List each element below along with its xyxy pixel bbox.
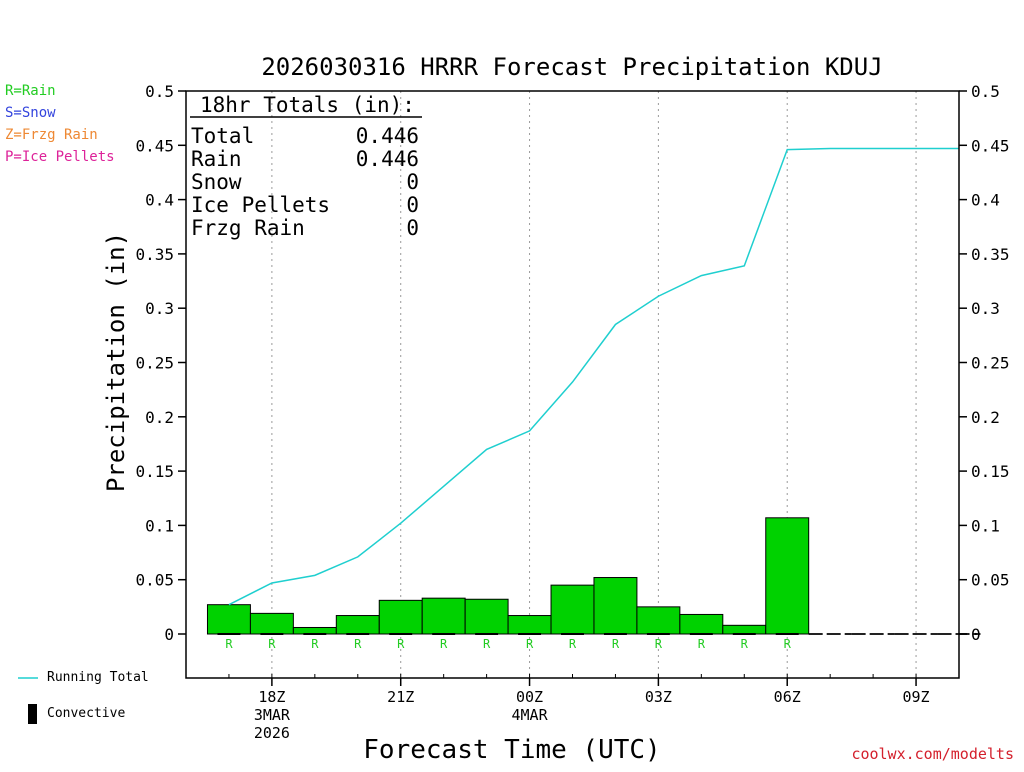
precip-type-label: R <box>526 637 534 651</box>
legend-key-snow: S=Snow <box>5 105 56 121</box>
precip-bar <box>636 606 681 635</box>
x-axis-label: Forecast Time (UTC) <box>363 735 660 765</box>
legend-key-frzg-rain: Z=Frzg Rain <box>5 127 98 143</box>
chart-title: 2026030316 HRRR Forecast Precipitation K… <box>261 53 882 81</box>
y-tick-label-right: 0 <box>971 625 981 644</box>
grid-layer <box>271 91 917 678</box>
totals-row-label: Total <box>191 124 254 148</box>
x-tick-label: 21Z <box>387 688 414 706</box>
totals-box: 18hr Totals (in): Total 0.446 Rain 0.446 Snow… <box>190 93 422 240</box>
y-tick-label-right: 0.35 <box>971 245 1010 264</box>
legend-key-rain: R=Rain <box>5 83 56 99</box>
running-total-layer <box>228 147 959 606</box>
precip-type-label: R <box>440 637 448 651</box>
y-tick-label-left: 0.45 <box>135 136 174 155</box>
y-tick-label-right: 0.2 <box>971 408 1000 427</box>
precip-type-label: R <box>311 637 319 651</box>
x-tick-label: 03Z <box>645 688 672 706</box>
totals-row-label: Frzg Rain <box>191 216 305 240</box>
y-tick-label-left: 0.4 <box>145 191 174 210</box>
legend-key-ice-pellets: P=Ice Pellets <box>5 149 115 165</box>
y-tick-label-right: 0.4 <box>971 191 1000 210</box>
y-tick-label-right: 0.25 <box>971 354 1010 373</box>
y-tick-label-right: 0.15 <box>971 462 1010 481</box>
convective-legend-swatch <box>28 704 37 724</box>
y-tick-label-right: 0.1 <box>971 516 1000 535</box>
running-total-line <box>228 147 959 606</box>
x-tick-label: 00Z <box>516 688 543 706</box>
totals-row-value: 0.446 <box>356 124 419 148</box>
precip-bar <box>507 615 552 635</box>
x-tick-label: 09Z <box>903 688 930 706</box>
x-tick-label: 06Z <box>774 688 801 706</box>
precip-bar <box>550 584 595 635</box>
precip-bar <box>206 604 251 635</box>
totals-heading: 18hr Totals (in): <box>200 93 415 117</box>
y-tick-label-right: 0.3 <box>971 299 1000 318</box>
y-tick-label-left: 0.05 <box>135 571 174 590</box>
totals-row-value: 0.446 <box>356 147 419 171</box>
precip-bar <box>722 624 767 635</box>
y-tick-label-left: 0.35 <box>135 245 174 264</box>
totals-row-value: 0 <box>406 216 419 240</box>
y-tick-label-left: 0.1 <box>145 516 174 535</box>
bottom-legend-marks <box>18 677 38 724</box>
credit-link[interactable]: coolwx.com/modelts <box>851 745 1014 763</box>
precip-type-label: R <box>354 637 362 651</box>
precip-bar <box>593 577 638 635</box>
y-tick-label-left: 0 <box>164 625 174 644</box>
precip-bar <box>765 517 810 635</box>
precip-type-label: R <box>655 637 663 651</box>
totals-row-label: Rain <box>191 147 242 171</box>
running-total-legend-label: Running Total <box>47 670 149 685</box>
y-tick-label-right: 0.45 <box>971 136 1010 155</box>
precip-bar <box>378 599 423 635</box>
y-tick-label-right: 0.05 <box>971 571 1010 590</box>
x-tick-label: 18Z <box>258 688 285 706</box>
x-tick-label: 3MAR <box>254 706 291 724</box>
y-tick-label-left: 0.15 <box>135 462 174 481</box>
y-tick-label-left: 0.2 <box>145 408 174 427</box>
totals-row-value: 0 <box>406 193 419 217</box>
precip-type-label: R <box>612 637 620 651</box>
x-tick-label: 2026 <box>254 724 290 742</box>
y-tick-label-left: 0.3 <box>145 299 174 318</box>
precip-bar <box>679 613 724 635</box>
precip-bar <box>249 612 294 635</box>
y-tick-label-right: 0.5 <box>971 82 1000 101</box>
convective-legend-label: Convective <box>47 706 126 721</box>
precip-bar <box>464 598 509 635</box>
totals-row-label: Ice Pellets <box>191 193 330 217</box>
y-axis-label: Precipitation (in) <box>102 232 130 492</box>
precip-type-label: R <box>741 637 749 651</box>
precip-type-label: R <box>698 637 706 651</box>
axes-layer: 0 00.05 0.050.1 0.10.15 0.150.2 0.20.25 0.250.… <box>135 82 1009 742</box>
y-tick-label-left: 0.5 <box>145 82 174 101</box>
y-tick-label-left: 0.25 <box>135 354 174 373</box>
precip-type-label: R <box>225 637 233 651</box>
totals-row-label: Snow <box>191 170 242 194</box>
precip-bar <box>421 597 466 635</box>
totals-row-value: 0 <box>406 170 419 194</box>
precip-type-label: R <box>397 637 405 651</box>
precip-type-label: R <box>483 637 491 651</box>
precip-bar <box>335 615 380 635</box>
precip-type-label: R <box>784 637 792 651</box>
precip-type-label: R <box>268 637 276 651</box>
precip-type-label: R <box>569 637 577 651</box>
x-tick-label: 4MAR <box>511 706 548 724</box>
